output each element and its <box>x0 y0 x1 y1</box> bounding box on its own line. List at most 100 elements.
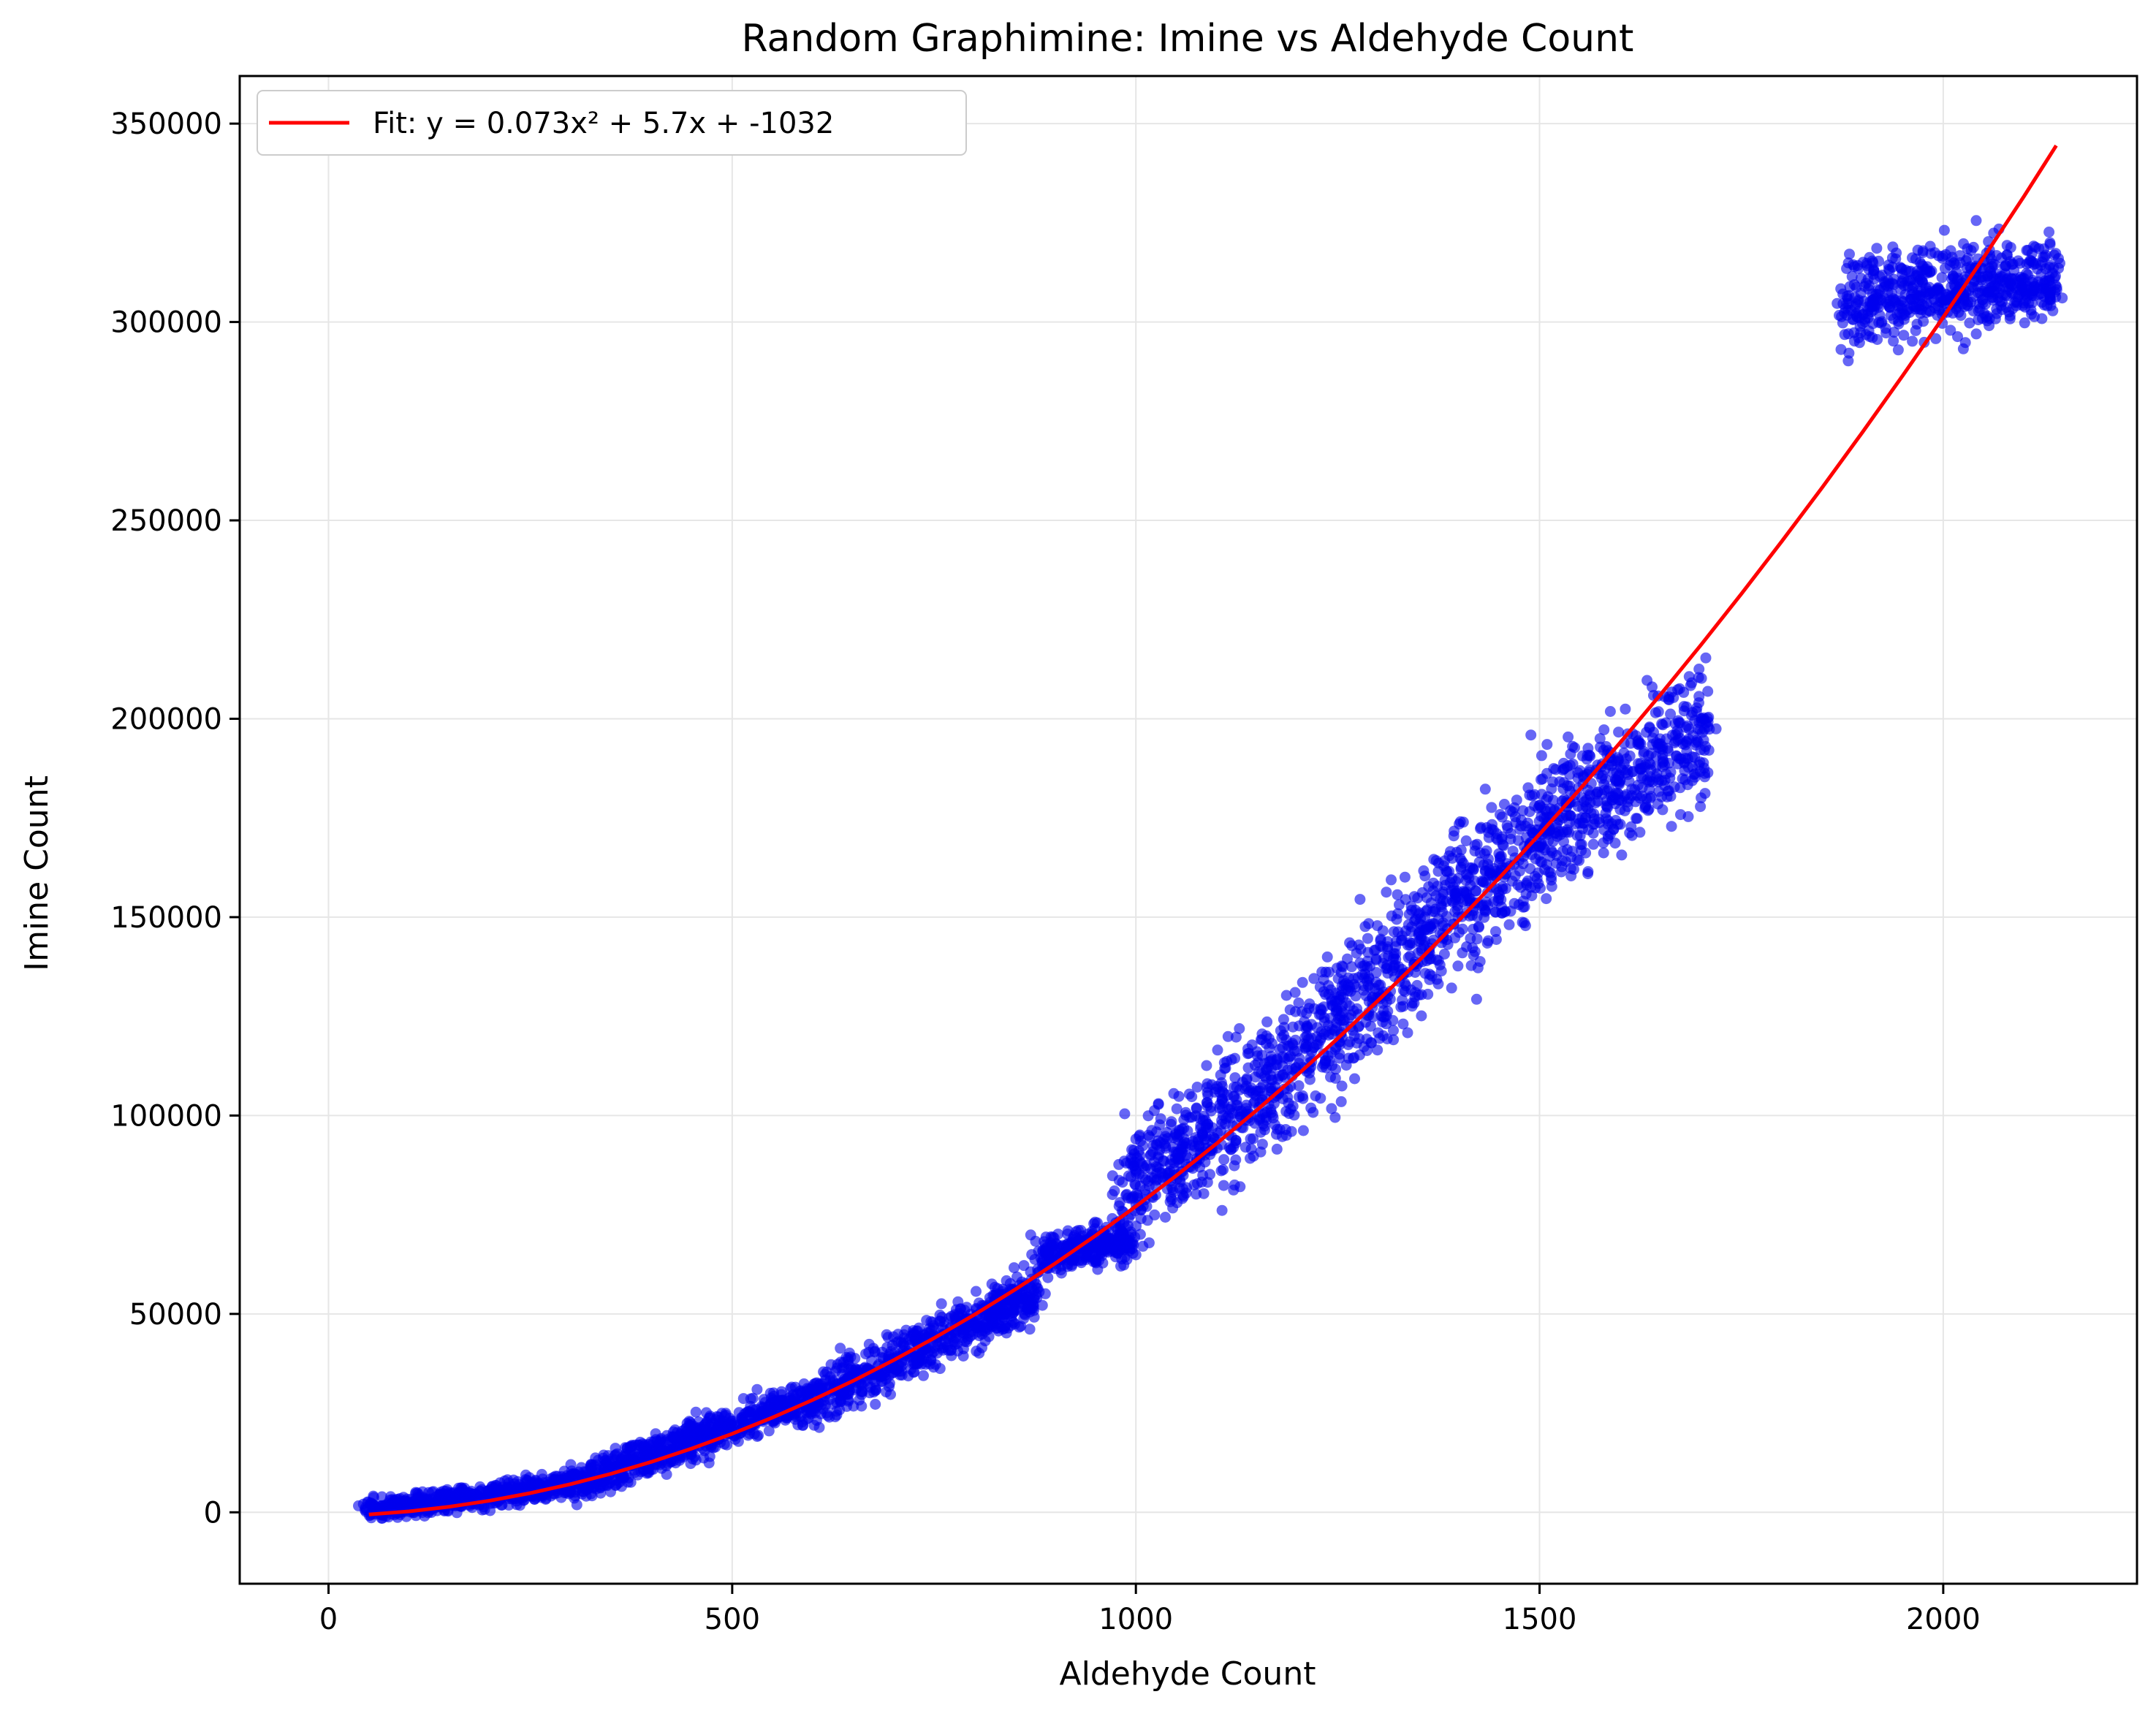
scatter-point <box>1141 1201 1153 1212</box>
scatter-point <box>1604 706 1616 717</box>
scatter-point <box>1866 306 1877 318</box>
scatter-point <box>1334 1048 1345 1060</box>
scatter-point <box>1138 1161 1150 1172</box>
scatter-point <box>1616 849 1628 861</box>
scatter-point <box>1517 858 1529 870</box>
scatter-point <box>1273 1070 1285 1082</box>
scatter-point <box>1280 1129 1292 1141</box>
scatter-point <box>1471 933 1483 945</box>
scatter-point <box>1199 1115 1211 1126</box>
scatter-point <box>1432 978 1444 990</box>
scatter-point <box>1564 769 1576 781</box>
scatter-point <box>1554 776 1565 788</box>
scatter-point <box>1266 1038 1278 1049</box>
legend-fit-label: Fit: y = 0.073x² + 5.7x + -1032 <box>373 107 834 140</box>
legend: Fit: y = 0.073x² + 5.7x + -1032 <box>257 90 967 156</box>
scatter-point <box>1663 691 1675 703</box>
scatter-point <box>908 1357 920 1369</box>
scatter-point <box>1354 894 1366 906</box>
scatter-point <box>1984 265 1996 277</box>
scatter-point <box>1623 775 1635 787</box>
scatter-point <box>1613 754 1625 765</box>
scatter-point <box>2022 245 2034 256</box>
scatter-point <box>1166 1193 1177 1205</box>
scatter-point <box>1026 1283 1038 1294</box>
scatter-point <box>1645 764 1657 775</box>
scatter-point <box>1381 887 1392 898</box>
scatter-point <box>1700 652 1712 664</box>
scatter-point <box>789 1393 800 1405</box>
scatter-point <box>1907 335 1918 347</box>
scatter-point <box>1331 1005 1343 1017</box>
scatter-point <box>1343 1039 1354 1050</box>
scatter-point <box>1910 270 1922 281</box>
scatter-point <box>1871 243 1883 254</box>
scatter-point <box>1914 257 1926 268</box>
scatter-point <box>1693 697 1704 709</box>
scatter-point <box>856 1400 868 1412</box>
scatter-point <box>1241 1099 1252 1111</box>
scatter-point <box>700 1425 712 1437</box>
scatter-point <box>1503 919 1515 930</box>
scatter-point <box>1454 927 1465 938</box>
scatter-point <box>1975 272 1986 283</box>
scatter-point <box>1183 1088 1195 1100</box>
scatter-point <box>918 1370 929 1381</box>
scatter-point <box>1158 1172 1169 1183</box>
scatter-point <box>1280 1034 1292 1046</box>
scatter-point <box>1922 285 1934 297</box>
scatter-point <box>1280 990 1292 1001</box>
scatter-point <box>1505 833 1517 845</box>
scatter-point <box>1699 788 1711 800</box>
scatter-point <box>661 1468 672 1480</box>
scatter-point <box>802 1385 814 1397</box>
scatter-point <box>1700 718 1712 729</box>
scatter-point <box>1490 934 1502 945</box>
scatter-point <box>1406 921 1418 933</box>
scatter-point <box>1416 1010 1427 1022</box>
scatter-point <box>1284 1004 1296 1016</box>
scatter-point <box>1511 794 1522 806</box>
scatter-point <box>685 1458 696 1470</box>
scatter-point <box>1009 1262 1020 1274</box>
scatter-point <box>1545 867 1557 878</box>
scatter-point <box>1517 916 1528 928</box>
scatter-point <box>1594 733 1606 745</box>
scatter-point <box>1315 1009 1326 1020</box>
scatter-point <box>1113 1200 1125 1212</box>
scatter-point <box>2012 275 2024 286</box>
scatter-point <box>957 1343 969 1355</box>
scatter-point <box>1937 252 1948 264</box>
scatter-point <box>1693 664 1705 675</box>
scatter-point <box>1592 786 1603 798</box>
scatter-point <box>1305 1102 1317 1114</box>
scatter-point <box>624 1442 636 1454</box>
scatter-point <box>1255 1034 1267 1046</box>
scatter-point <box>1009 1318 1021 1330</box>
scatter-point <box>1321 951 1333 963</box>
scatter-point <box>1626 790 1638 802</box>
scatter-point <box>870 1384 881 1396</box>
scatter-point <box>857 1386 868 1397</box>
scatter-point <box>1107 1189 1118 1200</box>
scatter-point <box>1991 308 2003 319</box>
scatter-point <box>1146 1125 1158 1136</box>
scatter-point <box>1245 1153 1256 1164</box>
scatter-point <box>1143 1237 1155 1249</box>
y-tick-label: 200000 <box>110 702 222 736</box>
scatter-point <box>1370 967 1382 979</box>
scatter-point <box>1670 735 1682 747</box>
scatter-point <box>1365 1037 1377 1048</box>
scatter-point <box>811 1386 822 1397</box>
scatter-point <box>1031 1292 1043 1304</box>
scatter-point <box>1319 1058 1331 1069</box>
scatter-point <box>863 1338 875 1350</box>
scatter-point <box>464 1487 476 1498</box>
scatter-point <box>1884 265 1895 276</box>
scatter-point <box>2044 237 2056 248</box>
scatter-point <box>1178 1191 1189 1202</box>
scatter-point <box>1565 870 1577 881</box>
y-tick-label: 350000 <box>110 107 222 141</box>
scatter-point <box>1890 253 1902 265</box>
scatter-point <box>1443 865 1455 877</box>
